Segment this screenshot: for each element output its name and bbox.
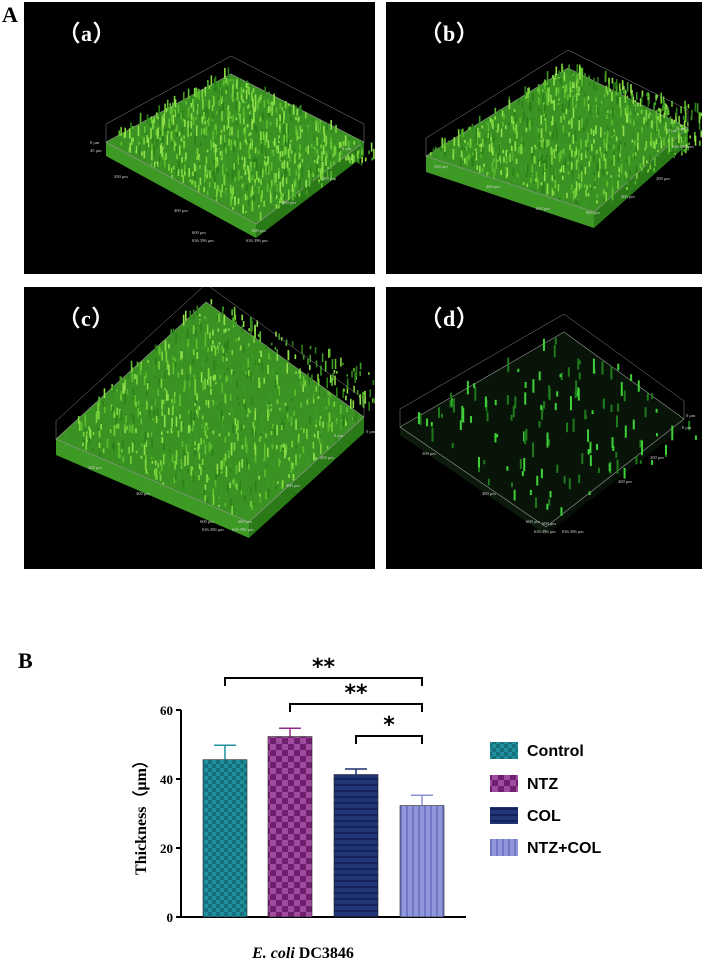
biofilm-image-b: 0 μm 200 μm 400 μm 600 μm 0 μm 200 μm 400 μm 60… <box>386 2 702 274</box>
biofilm-image-d: 0 μm 200 μm 400 μm 600 μm 0 μm 200 μm 400 μm 60… <box>386 287 702 569</box>
significance-label: * <box>383 713 395 738</box>
biofilm-side-face <box>546 419 684 535</box>
bar-ntz-col <box>399 805 445 918</box>
image-label-c: （c） <box>58 306 115 331</box>
scale-label: 636.396 μm <box>562 529 584 534</box>
scale-label: 600 μm <box>200 519 214 524</box>
scale-label: 200 μm <box>320 455 334 460</box>
scale-label: 600 μm <box>542 521 556 526</box>
image-label-b: （b） <box>420 21 480 46</box>
bounding-box-frame <box>55 287 365 439</box>
scale-label: 200 μm <box>650 455 664 460</box>
scale-label: 600 μm <box>192 230 206 235</box>
scale-label: 0 μm <box>90 140 100 145</box>
scale-label: 600 μm <box>252 228 266 233</box>
bounding-box-frame <box>105 55 365 142</box>
biofilm-side-face <box>594 128 688 228</box>
biofilm-spikes <box>429 63 702 207</box>
scale-label: 0 μm <box>676 126 686 131</box>
scale-label: 636.396 μm <box>232 527 254 532</box>
scale-label: 636.396 μm <box>192 238 214 243</box>
scale-label: 200 μm <box>88 465 102 470</box>
biofilm-surface <box>399 331 685 528</box>
scale-label: 636.396 μm <box>202 527 224 532</box>
legend-label: NTZ <box>527 776 558 793</box>
legend-label: Control <box>527 743 584 760</box>
scale-label: 400 μm <box>136 491 150 496</box>
scale-label: 600 μm <box>536 206 550 211</box>
legend-swatch <box>490 775 518 792</box>
biofilm-side-face <box>249 417 364 538</box>
significance-label: ** <box>344 681 368 706</box>
bounding-box-frame <box>399 313 685 427</box>
y-tick-label: 0 <box>167 910 174 925</box>
biofilm-spikes <box>118 67 375 221</box>
scale-label: 400 μm <box>621 194 635 199</box>
scale-label: 636.396 μm <box>246 238 268 243</box>
y-tick-label: 60 <box>160 703 173 718</box>
scale-label: 600 μm <box>238 519 252 524</box>
scale-label: 200 μm <box>656 176 670 181</box>
scale-label: 600 μm <box>526 519 540 524</box>
scale-label: 200 μm <box>322 176 336 181</box>
significance-bracket <box>289 703 423 712</box>
scale-label: 636.396 μm <box>534 529 556 534</box>
scale-label: 200 μm <box>114 174 128 179</box>
significance-bracket <box>224 677 423 686</box>
scale-label: 600 μm <box>586 210 600 215</box>
image-label-a: （a） <box>58 21 117 46</box>
scale-label: 400 μm <box>174 208 188 213</box>
scale-label: 0 μm <box>342 146 352 151</box>
legend-label: NTZ+COL <box>527 840 601 857</box>
biofilm-side-face <box>106 142 256 238</box>
bar-ntz <box>267 736 313 918</box>
scale-label: 400 μm <box>482 491 496 496</box>
scale-label: 0 μm <box>686 413 696 418</box>
biofilm-image-a: 0 μm 45 μm 200 μm 400 μm 600 μm 0 μm 200 μm 400… <box>24 2 375 274</box>
x-axis-label: E. coli DC3846 <box>251 945 354 962</box>
image-label-d: （d） <box>420 306 480 331</box>
significance-label: ** <box>312 655 336 680</box>
biofilm-side-face <box>56 439 249 538</box>
scale-label: 0 μm <box>682 425 692 430</box>
scale-label: 0 μm <box>334 433 344 438</box>
biofilm-side-face <box>400 427 546 535</box>
legend-label: COL <box>527 808 561 825</box>
y-axis-label: Thickness（μm） <box>132 752 150 875</box>
legend-swatch <box>490 839 518 856</box>
significance-bracket <box>355 735 423 744</box>
legend-swatch <box>490 807 518 824</box>
scale-label: 636.396 μm <box>672 144 694 149</box>
biofilm-image-c: 0 μm 200 μm 400 μm 600 μm 0 μm 200 μm 400 μm 60… <box>24 287 375 569</box>
scale-label: 200 μm <box>434 164 448 169</box>
y-tick-label: 20 <box>160 841 173 856</box>
scale-label: 400 μm <box>486 184 500 189</box>
scale-label: 45 μm <box>90 148 102 153</box>
scale-label: 200 μm <box>422 451 436 456</box>
panel-letter-a: A <box>2 2 18 27</box>
biofilm-spikes <box>64 299 375 516</box>
scale-label: 400 μm <box>618 479 632 484</box>
scale-label: 0 μm <box>366 429 375 434</box>
legend-swatch <box>490 742 518 759</box>
bar-col <box>333 774 379 918</box>
bar-control <box>202 759 248 918</box>
biofilm-side-face <box>426 156 594 228</box>
scale-label: 400 μm <box>286 483 300 488</box>
y-tick-label: 40 <box>160 772 173 787</box>
scale-label: 400 μm <box>282 200 296 205</box>
bounding-box-frame <box>425 49 689 156</box>
scale-label: 0 μm <box>668 128 678 133</box>
panel-letter-b: B <box>18 648 33 673</box>
biofilm-spikes <box>417 337 697 516</box>
